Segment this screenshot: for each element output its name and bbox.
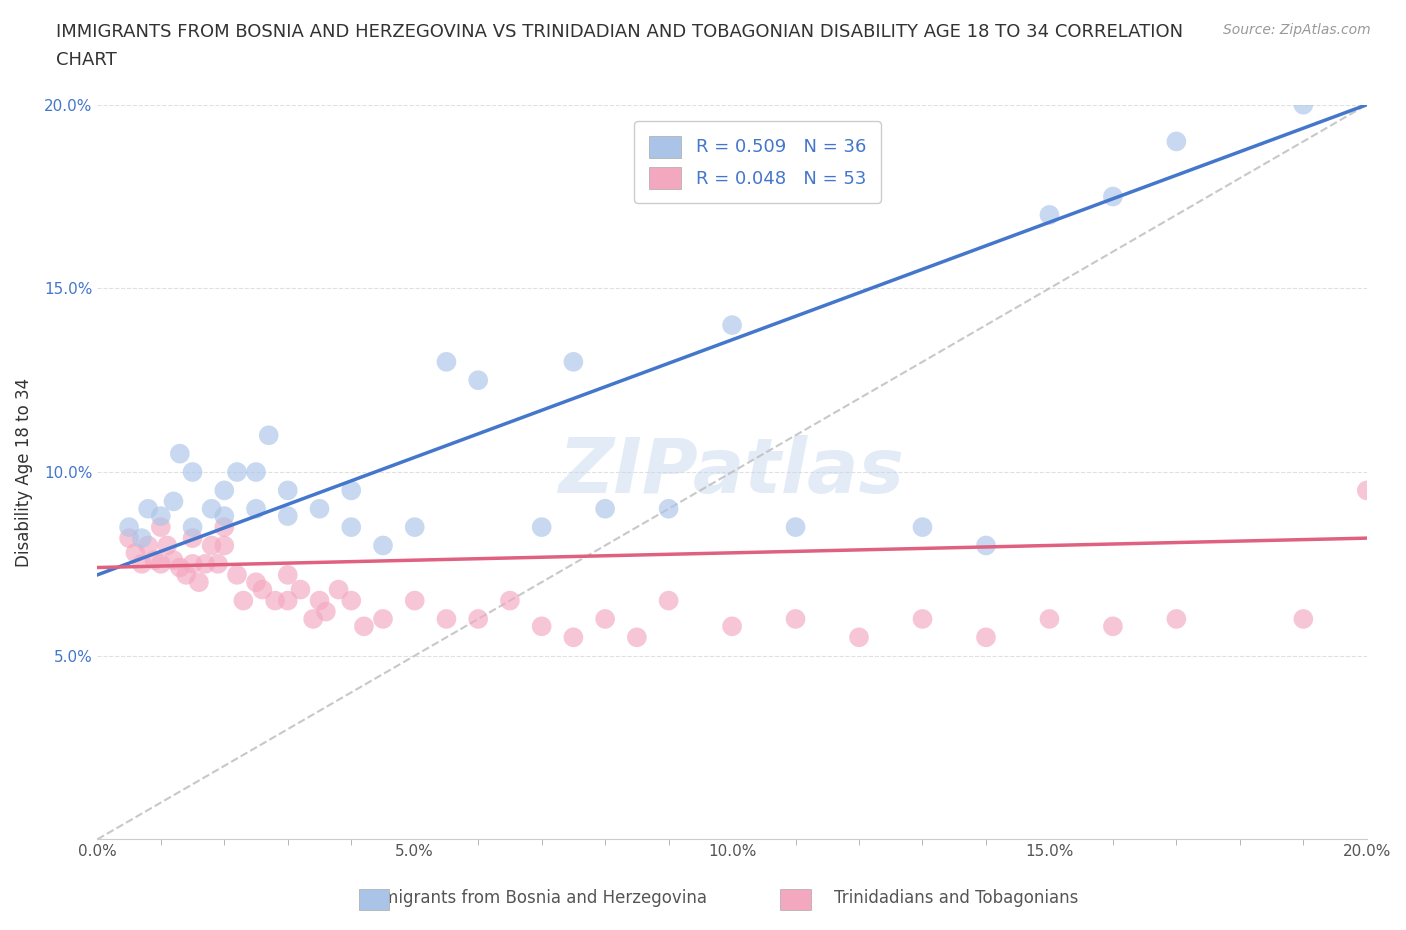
Point <box>721 318 744 333</box>
Point <box>181 465 204 480</box>
Point <box>530 520 553 535</box>
Point <box>353 618 375 633</box>
Point <box>252 582 274 597</box>
Point <box>911 520 934 535</box>
Point <box>264 593 287 608</box>
Point <box>143 552 166 567</box>
Point <box>328 582 350 597</box>
Point <box>245 575 267 590</box>
Point <box>467 612 489 627</box>
Text: Source: ZipAtlas.com: Source: ZipAtlas.com <box>1223 23 1371 37</box>
Point <box>308 593 330 608</box>
Point <box>181 520 204 535</box>
Point <box>232 593 254 608</box>
Point <box>721 618 744 633</box>
Point <box>911 612 934 627</box>
Point <box>214 509 236 524</box>
Point <box>499 593 522 608</box>
Point <box>136 538 159 553</box>
Point <box>371 612 394 627</box>
Point <box>404 520 426 535</box>
Point <box>974 630 997 644</box>
Point <box>257 428 280 443</box>
Point <box>162 494 184 509</box>
Point <box>156 538 179 553</box>
Point <box>131 531 153 546</box>
Point <box>1166 134 1188 149</box>
Point <box>200 501 222 516</box>
Text: Trinidadians and Tobagonians: Trinidadians and Tobagonians <box>834 889 1078 907</box>
Point <box>340 593 363 608</box>
Point <box>131 556 153 571</box>
Point <box>848 630 870 644</box>
Point <box>1038 612 1060 627</box>
Point <box>404 593 426 608</box>
Point <box>302 612 325 627</box>
Point <box>214 483 236 498</box>
Point <box>226 567 249 582</box>
Point <box>626 630 648 644</box>
Point <box>593 612 616 627</box>
Point <box>1102 189 1125 204</box>
Point <box>315 604 337 619</box>
Text: ZIPatlas: ZIPatlas <box>560 435 905 509</box>
Point <box>593 501 616 516</box>
Point <box>562 354 585 369</box>
Point <box>277 509 299 524</box>
Point <box>136 501 159 516</box>
Point <box>181 556 204 571</box>
Point <box>1292 98 1315 113</box>
Point <box>658 501 681 516</box>
Point <box>118 520 141 535</box>
Point <box>118 531 141 546</box>
Point <box>149 509 172 524</box>
Text: IMMIGRANTS FROM BOSNIA AND HERZEGOVINA VS TRINIDADIAN AND TOBAGONIAN DISABILITY : IMMIGRANTS FROM BOSNIA AND HERZEGOVINA V… <box>56 23 1184 41</box>
Point <box>169 446 191 461</box>
Point <box>174 567 197 582</box>
Point <box>308 501 330 516</box>
Point <box>207 556 229 571</box>
Point <box>200 538 222 553</box>
Point <box>340 483 363 498</box>
Y-axis label: Disability Age 18 to 34: Disability Age 18 to 34 <box>15 378 32 566</box>
Point <box>187 575 209 590</box>
Point <box>1292 612 1315 627</box>
Text: Immigrants from Bosnia and Herzegovina: Immigrants from Bosnia and Herzegovina <box>361 889 707 907</box>
Point <box>277 483 299 498</box>
Point <box>530 618 553 633</box>
Point <box>245 465 267 480</box>
Point <box>194 556 217 571</box>
Point <box>181 531 204 546</box>
Point <box>785 612 807 627</box>
Point <box>149 556 172 571</box>
Point <box>1355 483 1378 498</box>
Point <box>169 560 191 575</box>
Point <box>277 593 299 608</box>
Point <box>562 630 585 644</box>
Text: CHART: CHART <box>56 51 117 69</box>
Legend: R = 0.509   N = 36, R = 0.048   N = 53: R = 0.509 N = 36, R = 0.048 N = 53 <box>634 121 880 203</box>
Point <box>974 538 997 553</box>
Point <box>124 545 146 560</box>
Point <box>290 582 312 597</box>
Point <box>214 520 236 535</box>
Point <box>371 538 394 553</box>
Point <box>1166 612 1188 627</box>
Point <box>785 520 807 535</box>
Point <box>277 567 299 582</box>
Point <box>1038 207 1060 222</box>
Point <box>214 538 236 553</box>
Point <box>436 354 458 369</box>
Point <box>162 552 184 567</box>
Point <box>149 520 172 535</box>
Point <box>467 373 489 388</box>
Point <box>658 593 681 608</box>
Point <box>340 520 363 535</box>
Point <box>245 501 267 516</box>
Point <box>1102 618 1125 633</box>
Point <box>436 612 458 627</box>
Point <box>226 465 249 480</box>
